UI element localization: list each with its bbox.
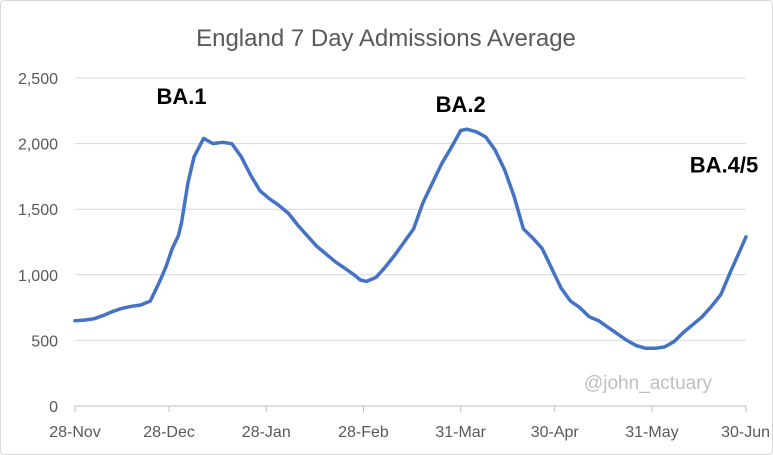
annotations: BA.1 BA.2 BA.4/5 — [157, 84, 759, 177]
x-tick-label: 28-Dec — [143, 424, 195, 441]
y-tick-label: 500 — [31, 333, 58, 350]
annotation-label: BA.2 — [436, 92, 486, 117]
y-tick-label: 2,000 — [18, 137, 58, 154]
y-tick-label: 0 — [49, 399, 58, 416]
annotation-label: BA.1 — [157, 84, 207, 109]
x-tick-label: 28-Nov — [49, 424, 101, 441]
x-axis: 28-Nov 28-Dec 28-Jan 28-Feb 31-Mar 30-Apr 31-M… — [49, 405, 770, 441]
y-axis: 0 500 1,000 1,500 2,000 2,500 — [18, 71, 58, 416]
x-tick-label: 31-Mar — [435, 424, 486, 441]
chart-title: England 7 Day Admissions Average — [196, 25, 576, 52]
y-tick-label: 1,000 — [18, 268, 58, 285]
x-tick-label: 28-Jan — [242, 424, 291, 441]
x-tick-label: 31-May — [625, 424, 678, 441]
x-tick-label: 30-Jun — [721, 424, 770, 441]
y-tick-label: 1,500 — [18, 202, 58, 219]
credit-text: @john_actuary — [584, 373, 713, 394]
x-tick-label: 28-Feb — [338, 424, 389, 441]
series-line — [73, 127, 748, 351]
series-layer — [73, 127, 748, 351]
x-tick-label: 30-Apr — [531, 424, 580, 441]
y-tick-label: 2,500 — [18, 71, 58, 88]
gridlines — [75, 77, 746, 341]
annotation-label: BA.4/5 — [690, 152, 758, 177]
